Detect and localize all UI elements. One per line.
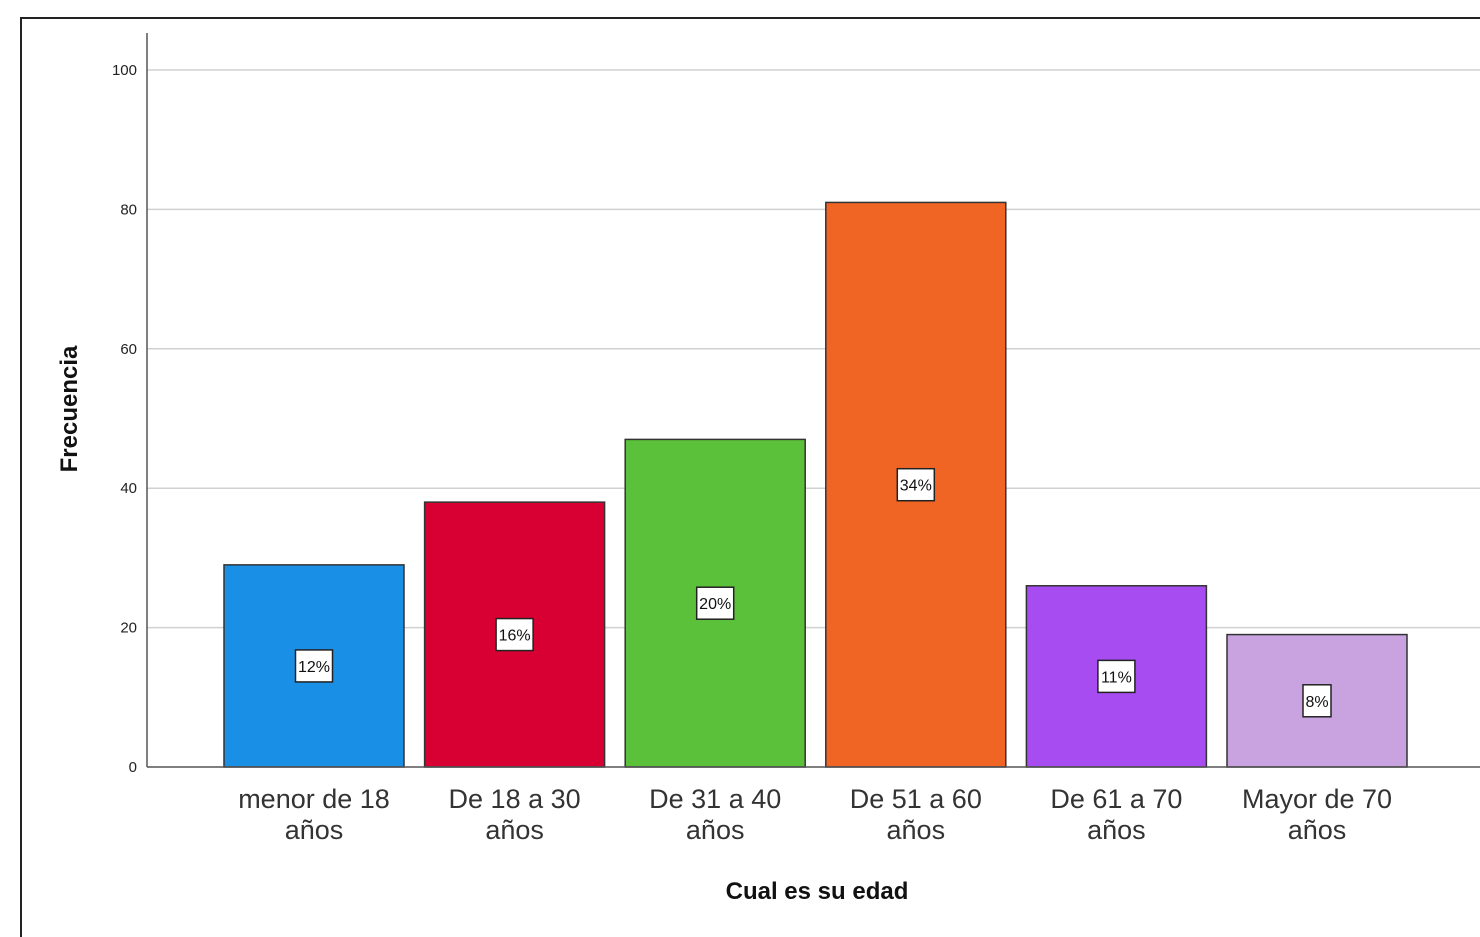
svg-text:8%: 8% <box>1305 694 1328 711</box>
bars <box>223 201 1408 768</box>
gridlines <box>147 69 1480 629</box>
data-label: 11% <box>1097 659 1136 694</box>
data-label: 20% <box>695 586 735 620</box>
x-tick-label: De 18 a 30 años <box>449 784 581 845</box>
x-tick-label: menor de 18 años <box>238 784 390 845</box>
svg-text:20%: 20% <box>699 596 731 613</box>
x-tick-label: De 51 a 60 años <box>850 784 982 845</box>
y-tick-label: 40 <box>120 480 137 497</box>
svg-text:16%: 16% <box>499 628 531 645</box>
data-label: 16% <box>495 617 534 652</box>
svg-text:12%: 12% <box>298 659 330 676</box>
x-tick-labels: menor de 18 años De 18 a 30 años De 31 a 40 a… <box>238 784 1392 845</box>
y-tick-label: 60 <box>120 341 137 358</box>
data-label: 12% <box>294 649 334 683</box>
axes <box>146 33 1480 768</box>
x-tick-label: De 61 a 70 años <box>1050 784 1182 845</box>
chart-frame <box>20 17 1480 937</box>
data-labels: 12% 16% 20% 34% 11% 8% <box>294 467 1332 718</box>
y-axis-title: Frecuencia <box>56 345 83 472</box>
data-label: 34% <box>896 467 936 502</box>
y-tick-label: 80 <box>120 201 137 218</box>
y-tick-label: 20 <box>120 620 137 637</box>
y-tick-label: 0 <box>129 759 137 776</box>
y-tick-labels: 0 20 40 60 80 100 <box>112 62 137 776</box>
x-axis-title: Cual es su edad <box>726 878 909 905</box>
svg-text:11%: 11% <box>1101 669 1132 686</box>
svg-text:34%: 34% <box>900 478 932 495</box>
data-label: 8% <box>1302 684 1332 718</box>
x-tick-label: Mayor de 70 años <box>1242 784 1392 845</box>
y-tick-label: 100 <box>112 62 137 79</box>
x-tick-label: De 31 a 40 años <box>649 784 781 845</box>
